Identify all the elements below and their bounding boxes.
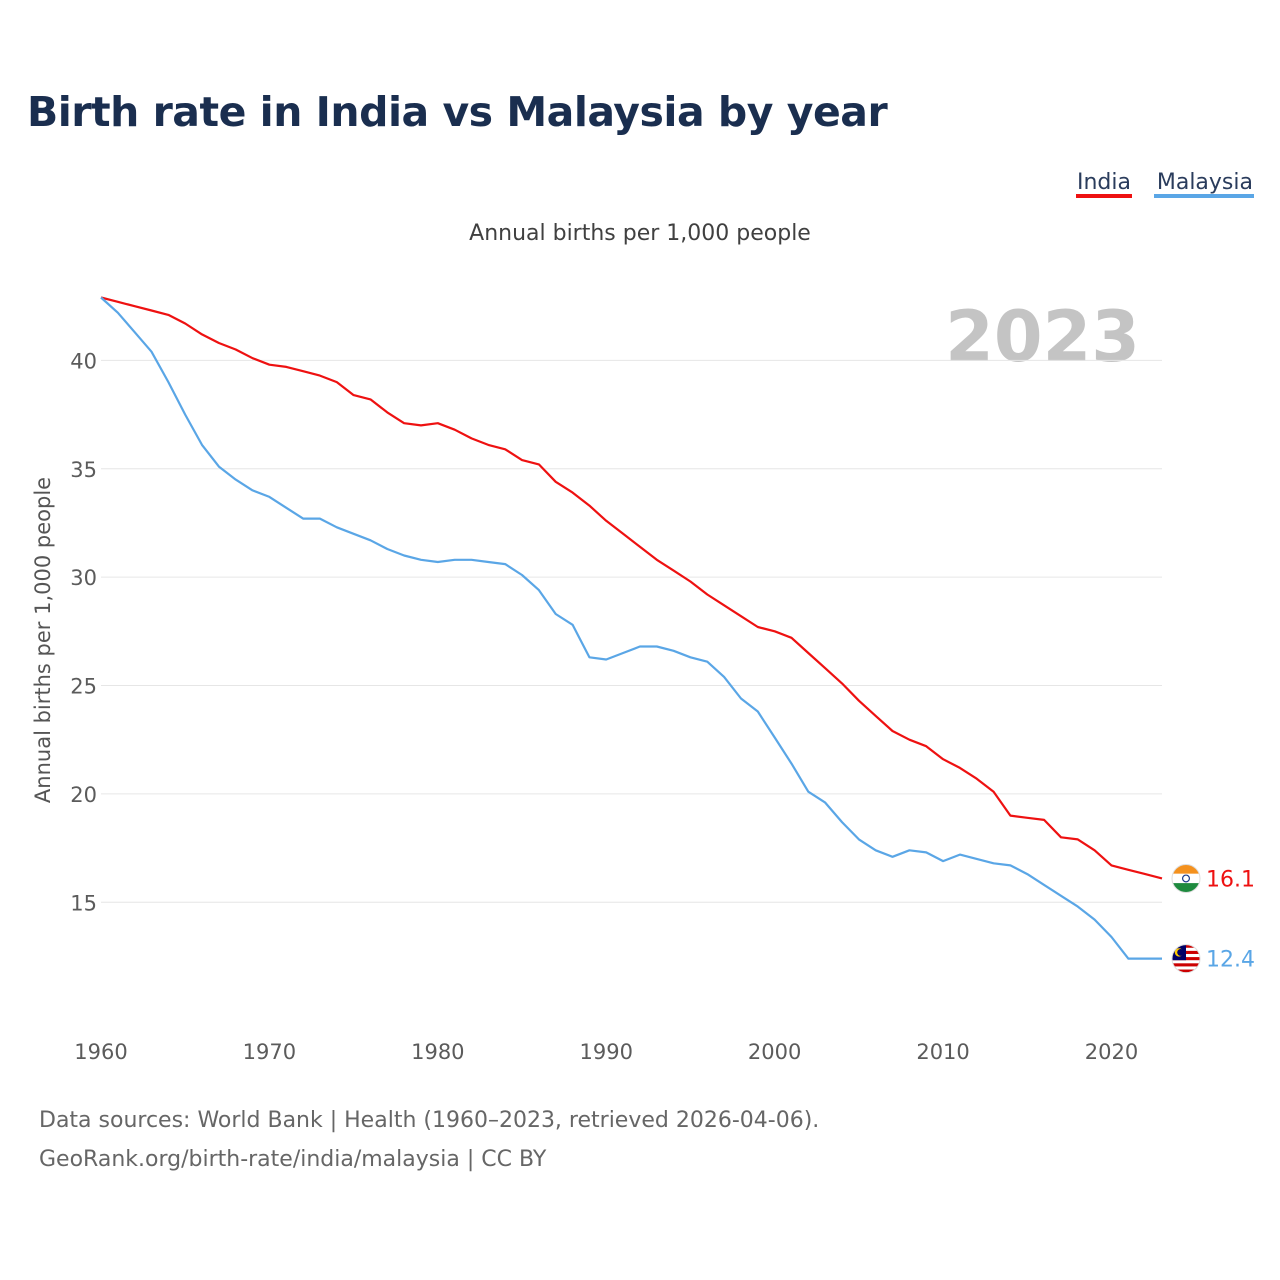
- y-tick-label: 30: [70, 566, 97, 590]
- chart-title: Birth rate in India vs Malaysia by year: [27, 88, 888, 136]
- series-line-malaysia: [100, 296, 1162, 960]
- y-axis-ticks: 15 20 25 30 35 40: [70, 349, 97, 915]
- y-tick-label: 35: [70, 458, 97, 482]
- end-value-label-malaysia: 12.4: [1206, 948, 1255, 973]
- malaysia-flag-icon: [1171, 944, 1201, 974]
- year-badge: 2023: [945, 296, 1140, 378]
- grid-lines: [101, 359, 1162, 903]
- x-axis-ticks: 1960 1970 1980 1990 2000 2010 2020: [74, 1040, 1138, 1064]
- y-tick-label: 20: [70, 783, 97, 807]
- x-tick-label: 2000: [748, 1040, 801, 1064]
- legend[interactable]: India Malaysia: [1076, 170, 1254, 198]
- series-lines: [100, 296, 1163, 960]
- end-markers: 16.1 12.4: [1171, 863, 1255, 974]
- x-tick-label: 2020: [1085, 1040, 1138, 1064]
- x-tick-label: 1970: [243, 1040, 296, 1064]
- y-tick-label: 25: [70, 675, 97, 699]
- x-tick-label: 1990: [580, 1040, 633, 1064]
- series-line-india: [100, 296, 1163, 880]
- legend-label-malaysia[interactable]: Malaysia: [1157, 170, 1253, 195]
- x-tick-label: 1960: [74, 1040, 127, 1064]
- india-flag-icon: [1171, 863, 1201, 893]
- footer-credit: GeoRank.org/birth-rate/india/malaysia | …: [39, 1147, 547, 1172]
- x-tick-label: 1980: [411, 1040, 464, 1064]
- chart-subtitle: Annual births per 1,000 people: [469, 221, 811, 246]
- x-tick-label: 2010: [916, 1040, 969, 1064]
- end-value-label-india: 16.1: [1206, 867, 1255, 892]
- y-axis-title: Annual births per 1,000 people: [31, 477, 55, 803]
- y-tick-label: 15: [70, 891, 97, 915]
- footer-source: Data sources: World Bank | Health (1960–…: [39, 1108, 820, 1133]
- legend-label-india[interactable]: India: [1077, 170, 1131, 195]
- y-tick-label: 40: [70, 349, 97, 373]
